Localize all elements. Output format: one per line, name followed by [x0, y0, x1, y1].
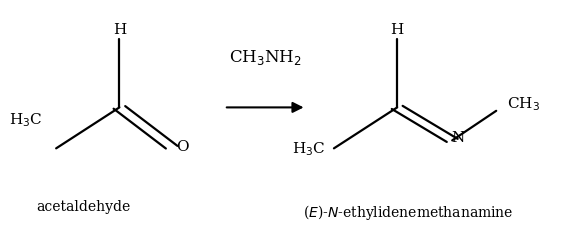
Text: CH$_3$NH$_2$: CH$_3$NH$_2$: [229, 48, 302, 67]
Text: H$_3$C: H$_3$C: [9, 111, 42, 129]
Text: O: O: [176, 140, 189, 154]
Text: CH$_3$: CH$_3$: [507, 95, 540, 113]
Text: H$_3$C: H$_3$C: [292, 141, 325, 158]
Text: ($E$)-$N$-ethylidenemethanamine: ($E$)-$N$-ethylidenemethanamine: [303, 202, 514, 222]
Text: H: H: [113, 23, 126, 37]
Text: N: N: [451, 131, 464, 145]
Text: acetaldehyde: acetaldehyde: [37, 200, 131, 215]
Text: H: H: [390, 23, 404, 37]
